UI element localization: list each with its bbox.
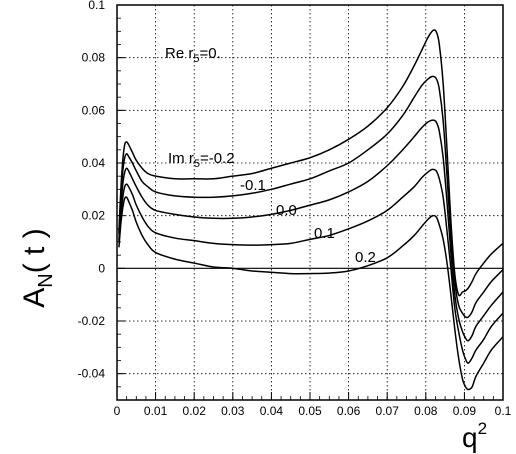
im-r5-annotation: Im r5=-0.2 (168, 150, 235, 170)
y-axis-label-main: A (18, 288, 51, 308)
x-tick-label: 0.03 (221, 404, 245, 418)
y-tick-labels: -0.04 -0.02 0 0.02 0.04 0.06 0.08 0.1 (78, 0, 106, 381)
y-axis-label-sub: N (35, 273, 57, 287)
curves (118, 29, 504, 391)
im-r5-text: Im r (168, 150, 194, 167)
y-tick-label: 0.06 (82, 103, 106, 117)
x-tick-label: 0.01 (144, 404, 168, 418)
x-axis-label: q2 (462, 419, 487, 453)
x-axis-label-sup: 2 (478, 419, 487, 438)
x-tick-label: 0.09 (453, 404, 477, 418)
series-label-m01: -0.1 (240, 177, 266, 194)
y-tick-label: 0.08 (82, 51, 106, 65)
x-axis-label-main: q (462, 422, 478, 453)
series-line (118, 168, 504, 364)
y-tick-label: 0 (98, 261, 105, 275)
y-tick-label: -0.02 (78, 314, 106, 328)
grid (117, 5, 503, 400)
y-tick-label: 0.02 (82, 209, 106, 223)
im-r5-sub: 5 (194, 158, 200, 170)
series-label-02: 0.2 (355, 249, 376, 266)
re-r5-annotation: Re r5=0. (165, 45, 221, 65)
ticks (116, 4, 504, 401)
series-label-00: 0.0 (276, 202, 297, 219)
re-r5-sub: 5 (193, 53, 199, 65)
x-tick-labels: 0 0.01 0.02 0.03 0.04 0.05 0.06 0.07 0.08 0.09 0.1 (114, 404, 512, 418)
y-axis-label: AN( t ) (18, 228, 57, 307)
x-tick-label: 0 (114, 404, 121, 418)
y-tick-label: 0.1 (88, 0, 105, 12)
re-r5-text: Re r (165, 45, 193, 62)
x-tick-label: 0.1 (495, 404, 512, 418)
x-tick-label: 0.04 (260, 404, 284, 418)
x-tick-label: 0.07 (376, 404, 400, 418)
series-line (118, 196, 504, 391)
y-tick-label: -0.04 (78, 367, 106, 381)
series-label-01: 0.1 (314, 225, 335, 242)
re-r5-tail: =0. (199, 45, 220, 62)
series-line (118, 29, 504, 297)
im-r5-tail: =-0.2 (200, 150, 235, 167)
x-tick-label: 0.06 (337, 404, 361, 418)
x-tick-label: 0.05 (298, 404, 322, 418)
series-line (118, 119, 504, 342)
x-tick-label: 0.08 (414, 404, 438, 418)
series-line (118, 75, 504, 319)
y-axis-label-tail: ( t ) (18, 228, 51, 273)
y-tick-label: 0.04 (82, 156, 106, 170)
x-tick-label: 0.02 (183, 404, 207, 418)
